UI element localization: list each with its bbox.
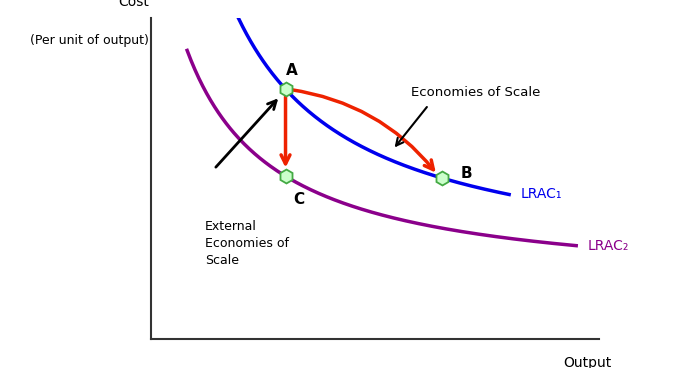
Text: LRAC₁: LRAC₁	[520, 187, 562, 202]
Text: A: A	[286, 63, 298, 78]
Text: Economies of Scale: Economies of Scale	[411, 85, 540, 99]
Text: (Per unit of output): (Per unit of output)	[30, 35, 149, 47]
Text: LRAC₂: LRAC₂	[588, 239, 629, 253]
Text: B: B	[461, 166, 473, 181]
Text: C: C	[293, 192, 305, 207]
Text: External
Economies of
Scale: External Economies of Scale	[205, 220, 289, 267]
Text: Cost: Cost	[118, 0, 149, 9]
Text: Output: Output	[563, 356, 612, 368]
